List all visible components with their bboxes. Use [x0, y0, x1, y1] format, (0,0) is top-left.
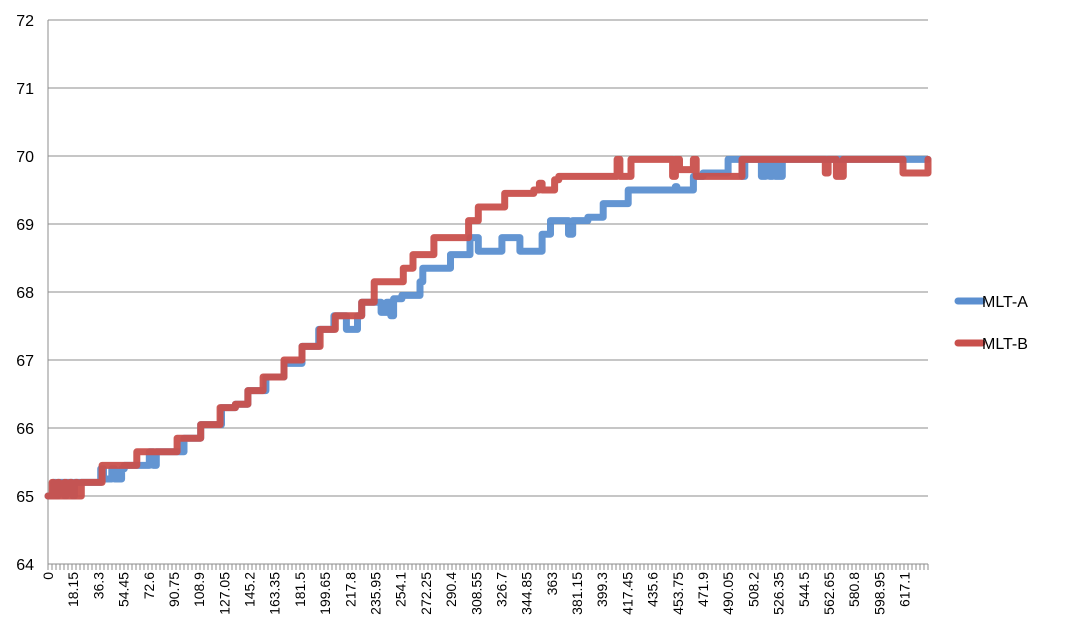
x-tick-label: 235.95	[368, 572, 384, 615]
x-tick-label: 326.7	[493, 572, 509, 607]
x-tick-label: 254.1	[393, 572, 409, 607]
x-tick-label: 308.55	[468, 572, 484, 615]
x-tick-label: 544.5	[796, 572, 812, 607]
x-tick-label: 90.75	[166, 572, 182, 607]
x-tick-label: 417.45	[619, 572, 635, 615]
x-tick-label: 145.2	[242, 572, 258, 607]
y-tick-label: 67	[16, 353, 34, 370]
legend-label-mlt-b: MLT-B	[982, 336, 1028, 353]
x-tick-label: 363	[544, 572, 560, 596]
x-tick-label: 127.05	[216, 572, 232, 615]
x-tick-label: 18.15	[65, 572, 81, 607]
x-tick-label: 508.2	[745, 572, 761, 607]
y-tick-label: 64	[16, 557, 34, 574]
y-tick-label: 68	[16, 285, 34, 302]
x-tick-label: 54.45	[116, 572, 132, 607]
y-tick-label: 72	[16, 13, 34, 30]
x-tick-label: 344.85	[519, 572, 535, 615]
x-tick-label: 598.95	[871, 572, 887, 615]
x-tick-label: 381.15	[569, 572, 585, 615]
x-tick-label: 617.1	[897, 572, 913, 607]
series-line-mlt-b	[44, 155, 932, 500]
y-tick-label: 71	[16, 81, 34, 98]
x-tick-label: 36.3	[90, 572, 106, 599]
y-tick-label: 69	[16, 217, 34, 234]
x-tick-label: 435.6	[645, 572, 661, 607]
x-tick-label: 562.65	[821, 572, 837, 615]
x-tick-label: 108.9	[191, 572, 207, 607]
x-tick-label: 471.9	[695, 572, 711, 607]
x-tick-label: 199.65	[317, 572, 333, 615]
x-tick-label: 453.75	[670, 572, 686, 615]
axes	[47, 20, 929, 570]
x-tick-label: 290.4	[443, 572, 459, 607]
series-lines	[44, 155, 932, 500]
legend-label-mlt-a: MLT-A	[982, 294, 1028, 311]
gridlines	[48, 19, 928, 497]
x-tick-label: 181.5	[292, 572, 308, 607]
y-axis-tick-labels: 64 65 66 67 68 69 70 71 72	[16, 13, 34, 574]
y-tick-label: 70	[16, 149, 34, 166]
y-tick-label: 65	[16, 489, 34, 506]
legend: MLT-A MLT-B	[954, 294, 1028, 353]
x-tick-label: 72.6	[141, 572, 157, 599]
x-tick-label: 0	[40, 572, 56, 580]
x-tick-label: 490.05	[720, 572, 736, 615]
x-tick-label: 163.35	[267, 572, 283, 615]
x-tick-label: 580.8	[846, 572, 862, 607]
x-axis-tick-labels: 0 18.15 36.3 54.45 72.6 90.75 108.9 127.05 145.2…	[40, 572, 913, 615]
x-tick-label: 399.3	[594, 572, 610, 607]
y-tick-label: 66	[16, 421, 34, 438]
x-tick-label: 526.35	[771, 572, 787, 615]
x-tick-label: 217.8	[342, 572, 358, 607]
x-tick-label: 272.25	[418, 572, 434, 615]
